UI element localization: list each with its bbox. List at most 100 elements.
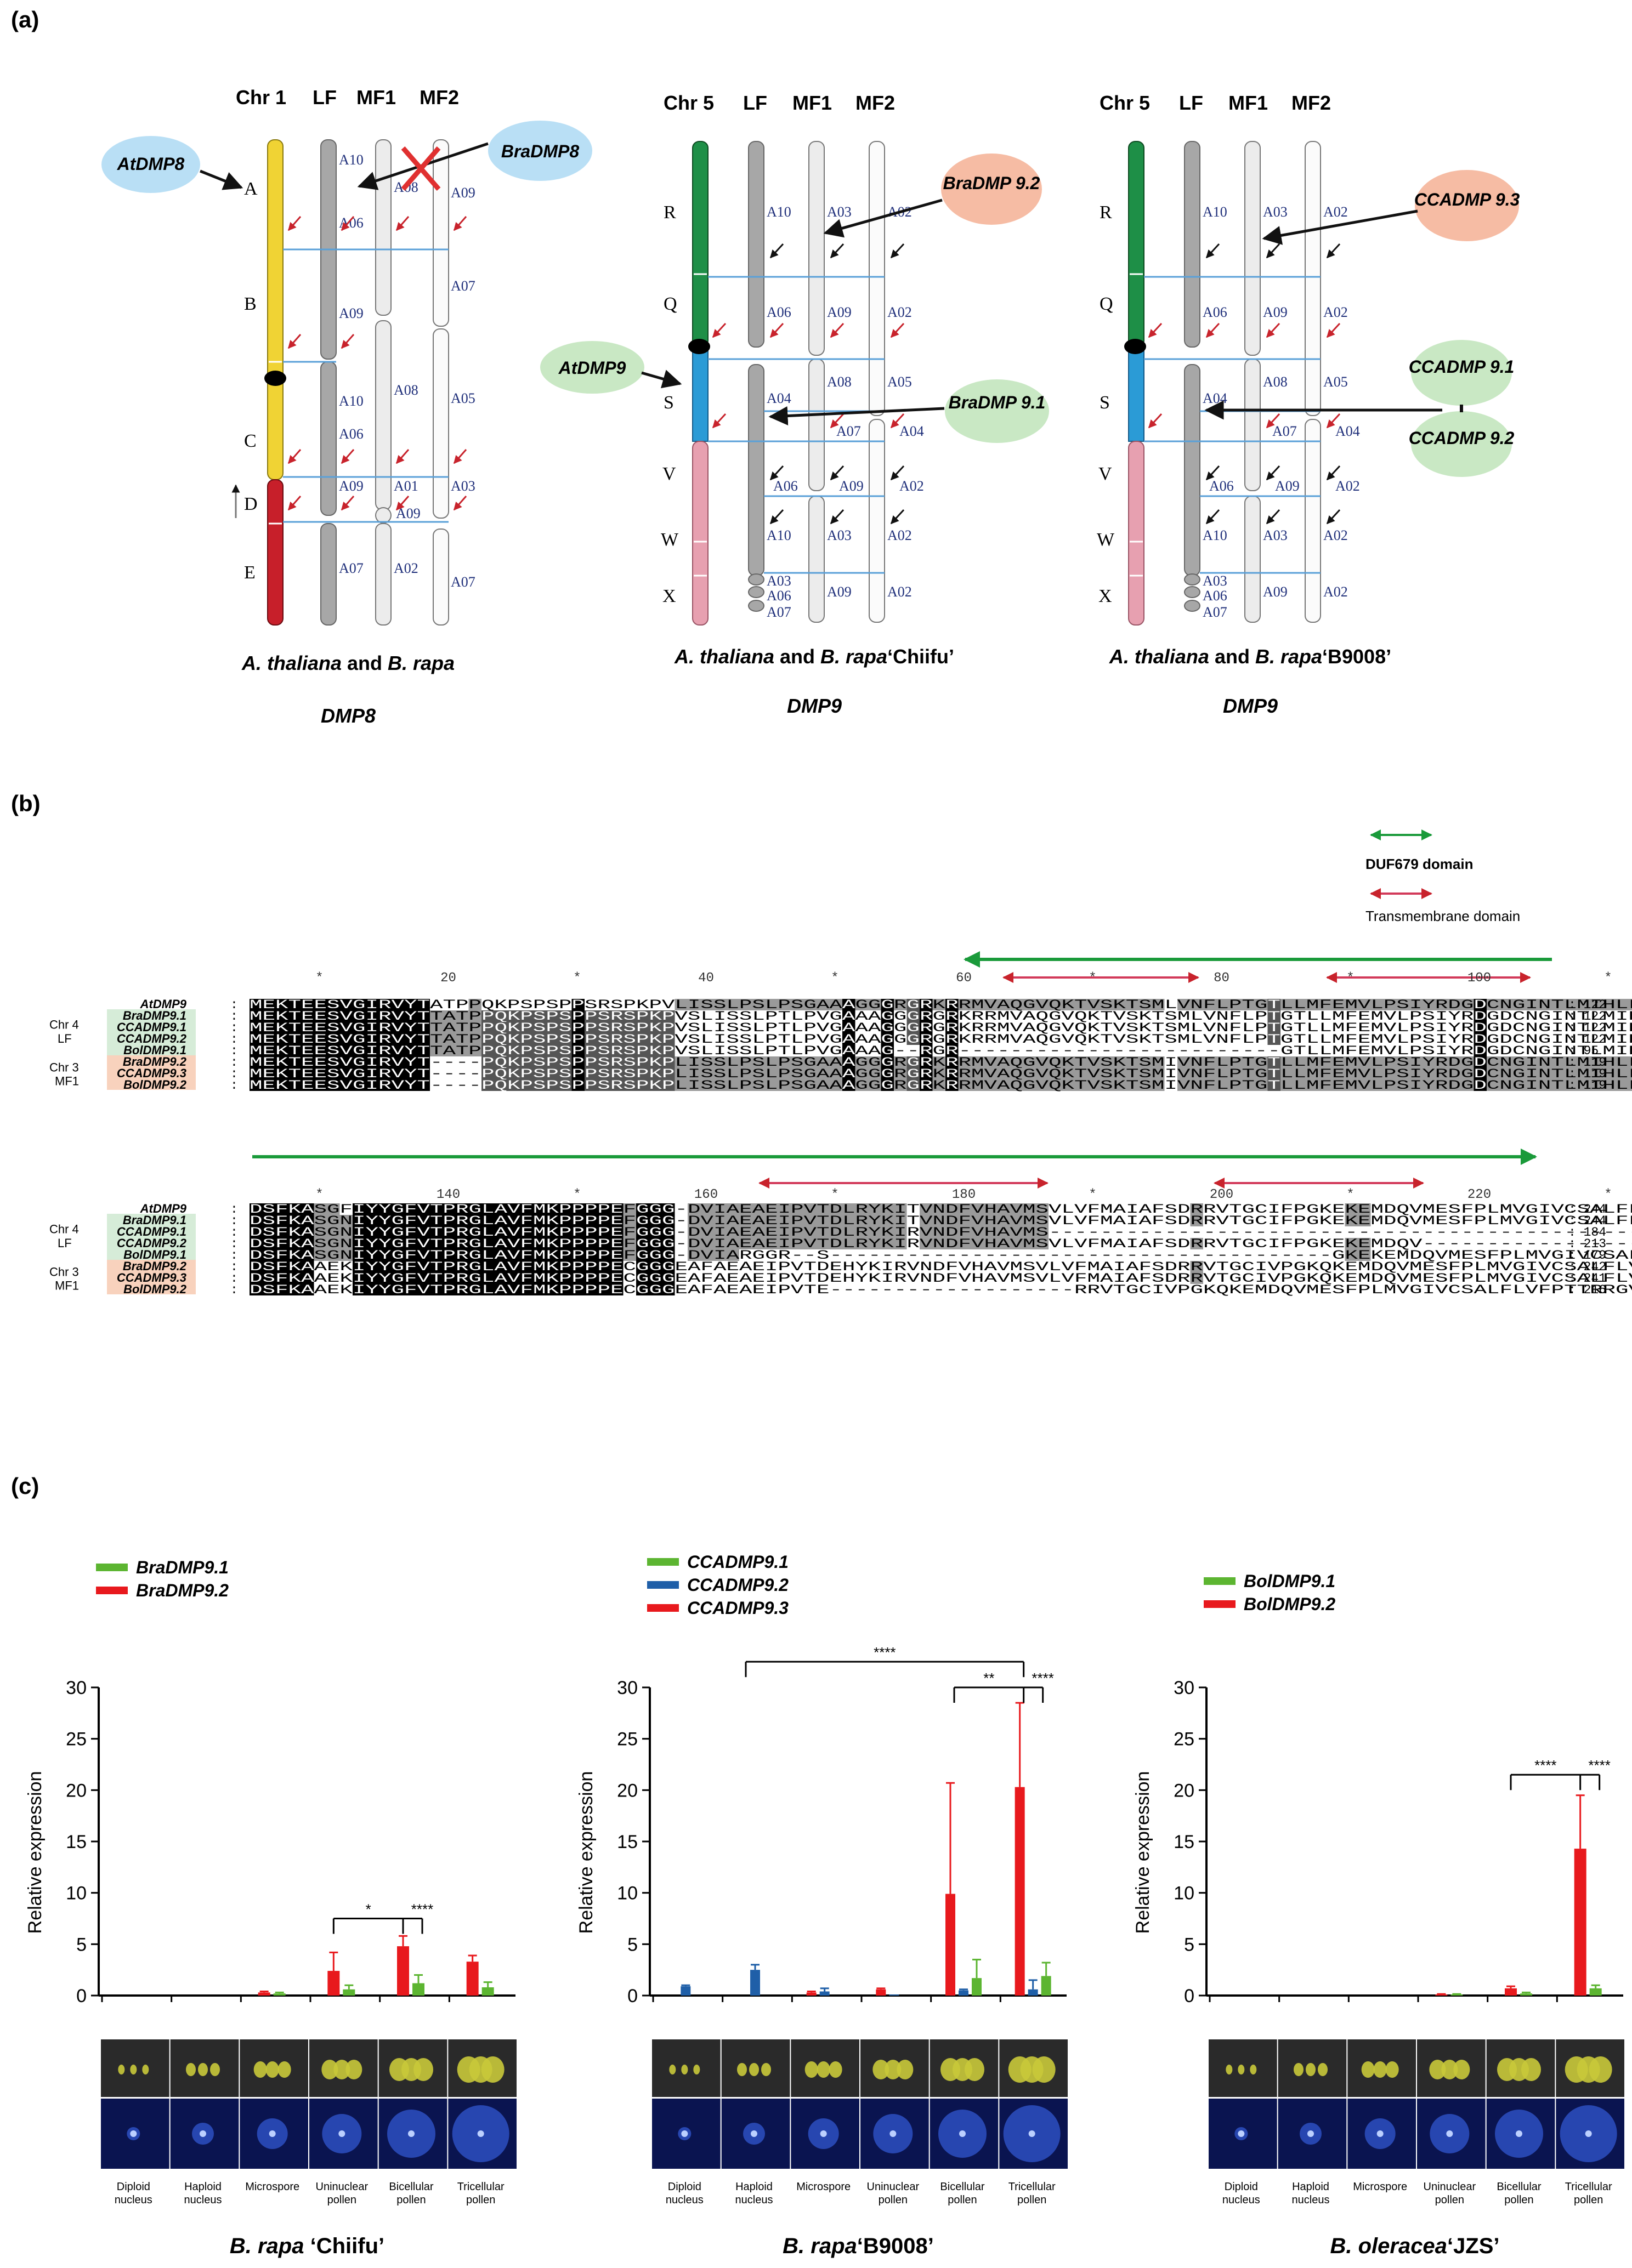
sequence-residues: MEKTEESVGIRVYT ---- PQKPSPSPPSRSPKP LISSLPS… (250, 1078, 1632, 1093)
y-tick-label: 5 (627, 1934, 638, 1955)
sequence-residues: DSFKA AEK IYYGFVTPRGLAVFMKPPPPE C GGG EAFAEAE… (250, 1260, 1632, 1274)
sequence-name: AtDMP9 (140, 997, 187, 1011)
block-label: A03 (451, 478, 475, 494)
y-tick-label: 30 (617, 1678, 638, 1698)
sequence-residues: DSFKA AEK IYYGFVTPRGLAVFMKPPPPE C GGG EAFAEAE… (250, 1283, 1632, 1297)
sequence-end: : 244 (1568, 1214, 1606, 1228)
block-label: A03 (767, 573, 791, 589)
separator: : (230, 1248, 238, 1263)
y-tick-label: 20 (617, 1780, 638, 1801)
gene-label: BraDMP 9.2 (943, 173, 1040, 193)
sequence-residues: MEKTEESVGIRVYT ---- PQKPSPSPPSRSPKP LISSLPS… (250, 1067, 1632, 1081)
block-label: A06 (767, 588, 791, 604)
category-label: Bicellular pollen (389, 2181, 433, 2206)
block-label: A09 (827, 584, 852, 600)
group-shade-mf1 (107, 1260, 196, 1294)
significance-label: * (366, 1901, 371, 1918)
block-label: A07 (451, 574, 475, 590)
sequence-residues: DSFKA SGN IYYGFVTPRGLAVFMKPPPPE F GGG -DVIAEA… (250, 1214, 1632, 1228)
sequence-name: CCADMP9.3 (117, 1066, 186, 1080)
block-label: A09 (396, 505, 421, 521)
gene-ellipse-atdmp8 (101, 136, 200, 193)
segment-r: R (1100, 202, 1112, 223)
legend-duf: DUF679 domain (1365, 856, 1474, 872)
block-label: A07 (767, 604, 791, 620)
alignment-legend: DUF679 domain Transmembrane domain (1365, 829, 1520, 924)
chart-title: B. rapa ‘Chiifu’ (230, 2234, 384, 2258)
y-tick-label: 5 (1184, 1934, 1194, 1955)
sequence-residues: DSFKA SGN IYYGFVTPRGLAVFMKPPPPE F GGG -DVIAEA… (250, 1237, 1632, 1251)
significance-label: **** (411, 1901, 433, 1918)
legend-swatch (647, 1558, 679, 1566)
sequence-end: : 213 (1568, 1237, 1606, 1251)
sequence-end: : 122 (1568, 998, 1606, 1012)
significance-label: **** (1588, 1757, 1610, 1774)
header-lf: LF (1179, 92, 1203, 114)
sequence-end: : 241 (1568, 1271, 1606, 1286)
separator: : (230, 1009, 238, 1024)
legend-tm: Transmembrane domain (1365, 908, 1520, 924)
separator: : (230, 1283, 238, 1297)
ruler-label: * (1346, 1187, 1354, 1202)
ruler-label: 160 (694, 1187, 718, 1202)
category-label: Diploid nucleus (115, 2181, 152, 2206)
sequence-residues: MEKTEESVGIRVYT TATP PQKPSPSPPSRSPKP VSLISSL… (250, 1021, 1632, 1035)
group-shade-mf1 (107, 1055, 196, 1090)
ruler-label: * (1604, 1187, 1612, 1202)
bar (806, 1992, 817, 1996)
separator: : (230, 1055, 238, 1070)
block-label: A02 (1323, 527, 1348, 543)
block-label: A10 (767, 527, 791, 543)
ruler-label: * (1089, 971, 1096, 986)
sequence-name: CCADMP9.3 (117, 1271, 186, 1284)
block-label: A09 (1275, 478, 1300, 494)
segment-w: W (1097, 530, 1115, 550)
block-label: A09 (339, 478, 364, 494)
separator: : (230, 1214, 238, 1228)
header-chr5: Chr 5 (1100, 92, 1150, 114)
y-tick-label: 10 (1174, 1883, 1194, 1904)
ruler-label: 60 (956, 971, 972, 986)
category-label: Microspore (796, 2181, 851, 2193)
ruler-label: * (1089, 1187, 1096, 1202)
chromosome-1-upper (267, 139, 284, 480)
group-label-mf1: MF1 (55, 1279, 79, 1293)
block-label: A06 (339, 426, 364, 442)
block-label: A02 (1335, 478, 1360, 494)
block-label: A05 (451, 390, 475, 406)
block-label: A09 (839, 478, 864, 494)
category-label: Bicellular pollen (940, 2181, 984, 2206)
ruler-label: * (315, 1187, 323, 1202)
sequence-residues: MEKTEESVGIRVYT TATP PQKPSPSPPSRSPKP VSLISSL… (250, 1032, 1632, 1047)
sequence-end: : 119 (1568, 1067, 1606, 1081)
gene-label: AtDMP8 (117, 154, 185, 174)
legend-swatch (96, 1564, 128, 1571)
block-label: A04 (899, 423, 924, 439)
group-label-lf: LF (58, 1032, 72, 1045)
segment-q: Q (1100, 294, 1113, 314)
block-label: A08 (1263, 374, 1288, 390)
ruler-label: 180 (952, 1187, 976, 1202)
sequence-end: : 216 (1568, 1283, 1606, 1297)
y-tick-label: 0 (76, 1986, 87, 2006)
block-label: A09 (1263, 304, 1288, 320)
bar (1015, 1787, 1025, 1996)
panel-label-b: (b) (11, 791, 41, 816)
bar (273, 1993, 286, 1996)
group-label-lf: Chr 4 (49, 1223, 79, 1236)
expression-charts: BraDMP9.1 BraDMP9.2 0 5 10 15 20 25 30 Relative e… (25, 1552, 1624, 2258)
block-label: A09 (339, 305, 364, 321)
bar (412, 1983, 424, 1996)
y-tick-label: 15 (1174, 1832, 1194, 1852)
category-label: Microspore (1353, 2181, 1407, 2193)
sequence-end: : 179 (1568, 1248, 1606, 1263)
legend-label: CCADMP9.1 (687, 1552, 789, 1572)
sequence-name: AtDMP9 (140, 1202, 187, 1215)
chromosome-1-lower (267, 479, 284, 626)
gene-caption: DMP9 (787, 695, 842, 717)
y-tick-label: 0 (627, 1986, 638, 2006)
block-label: A07 (339, 560, 364, 576)
sequence-end: : 244 (1568, 1202, 1606, 1217)
ruler-label: * (1346, 971, 1354, 986)
sequence-name: CCADMP9.2 (117, 1032, 187, 1045)
